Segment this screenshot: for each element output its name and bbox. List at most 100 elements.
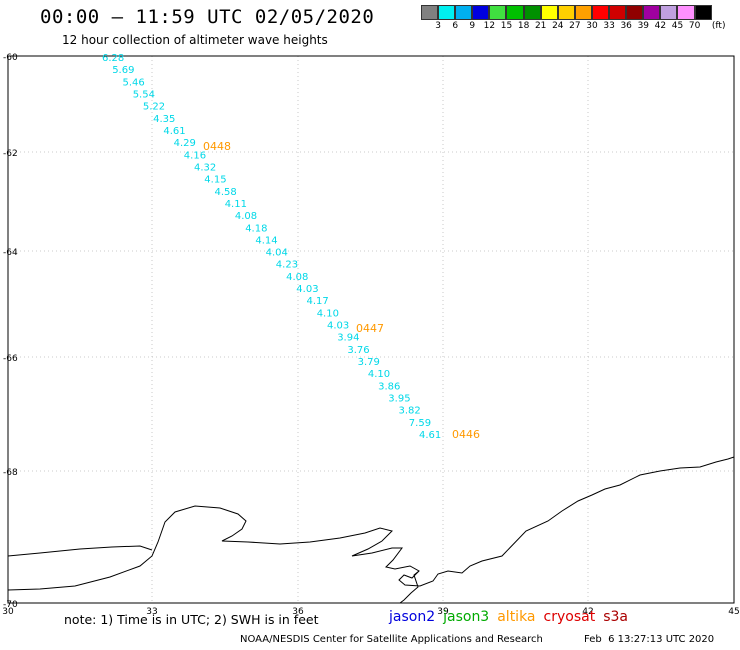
latitude-label: -70 xyxy=(3,600,18,610)
latitude-label: -64 xyxy=(3,248,18,258)
legend-swatch xyxy=(626,5,644,20)
swh-value: 4.03 xyxy=(327,321,349,332)
satellite-s3a: s3a xyxy=(603,609,628,625)
swh-value: 6.28 xyxy=(102,53,124,64)
legend-swatch xyxy=(455,5,473,20)
legend-unit: (ft) xyxy=(711,21,726,31)
legend-label: 12 xyxy=(483,21,496,31)
swh-value: 4.17 xyxy=(307,296,329,307)
swh-value: 3.94 xyxy=(337,333,359,344)
longitude-labels: 30 33 36 39 42 45 xyxy=(2,607,739,617)
legend-label: 30 xyxy=(586,21,598,31)
latitude-label: -60 xyxy=(3,53,18,63)
map-frame xyxy=(7,55,735,604)
legend-swatch xyxy=(540,5,558,20)
swh-value: 4.14 xyxy=(255,235,277,246)
legend-swatch xyxy=(660,5,678,20)
legend-label: 33 xyxy=(603,21,615,31)
longitude-label: 33 xyxy=(146,607,157,617)
legend-swatch xyxy=(557,5,575,20)
legend-label: 24 xyxy=(552,21,564,31)
coastline-edge xyxy=(7,545,153,557)
swh-value: 4.61 xyxy=(419,430,441,441)
longitude-label: 39 xyxy=(437,607,449,617)
coastline xyxy=(7,456,735,591)
pass-label: 0446 xyxy=(452,428,480,441)
chart-subtitle: 12 hour collection of altimeter wave hei… xyxy=(62,33,328,47)
legend-label: 3 xyxy=(435,21,441,31)
legend-label: 36 xyxy=(620,21,632,31)
legend-label: 42 xyxy=(654,21,667,31)
legend-label: 39 xyxy=(637,21,650,31)
swh-value: 5.54 xyxy=(133,90,155,101)
color-legend-labels: 3 6 9 12 15 18 21 24 27 30 33 36 39 42 45 70 (ft) xyxy=(421,21,740,33)
swh-value: 4.32 xyxy=(194,163,216,174)
latitude-label: -68 xyxy=(3,468,18,478)
swh-value: 4.15 xyxy=(204,175,226,186)
legend-label: 70 xyxy=(688,21,701,31)
swh-value: 4.16 xyxy=(184,150,206,161)
swh-value: 3.86 xyxy=(378,381,400,392)
swh-value: 4.04 xyxy=(266,248,288,259)
legend-swatch xyxy=(694,5,712,20)
swh-value: 4.58 xyxy=(215,187,237,198)
legend-swatch xyxy=(489,5,507,20)
swh-value: 4.11 xyxy=(225,199,247,210)
swh-value: 5.69 xyxy=(112,65,134,76)
latitude-label: -66 xyxy=(3,354,18,364)
legend-swatch xyxy=(677,5,695,20)
swh-value: 4.10 xyxy=(368,369,390,380)
legend-label: 9 xyxy=(469,21,476,31)
swh-value: 4.08 xyxy=(286,272,308,283)
legend-swatch xyxy=(438,5,456,20)
legend-label: 6 xyxy=(452,21,459,31)
satellite-altika: altika xyxy=(497,609,536,625)
coastline-inlet xyxy=(399,570,420,604)
swh-value: 4.03 xyxy=(296,284,318,295)
swh-value: 3.95 xyxy=(388,394,410,405)
note-text: note: 1) Time is in UTC; 2) SWH is in fe… xyxy=(64,612,319,627)
legend-swatch xyxy=(506,5,524,20)
swh-value: 4.35 xyxy=(153,114,175,125)
swh-value: 3.79 xyxy=(358,357,380,368)
pass-label: 0447 xyxy=(356,322,384,335)
swh-value: 7.59 xyxy=(409,418,431,429)
swh-value: 5.46 xyxy=(123,77,145,88)
longitude-label: 45 xyxy=(728,607,739,617)
legend-swatch xyxy=(523,5,541,20)
satellite-legend: jason2 jason3 altika cryosat s3a xyxy=(389,609,636,625)
latitude-label: -62 xyxy=(3,149,18,159)
chart-title: 00:00 – 11:59 UTC 02/05/2020 xyxy=(40,6,375,28)
legend-swatch xyxy=(591,5,610,20)
color-legend xyxy=(421,5,712,20)
swh-value: 4.08 xyxy=(235,211,257,222)
longitude-label: 30 xyxy=(2,607,14,617)
swh-value: 4.23 xyxy=(276,260,298,271)
footer-timestamp: Feb 6 13:27:13 UTC 2020 xyxy=(584,634,715,645)
swh-value: 3.82 xyxy=(399,406,421,417)
legend-swatch xyxy=(574,5,592,20)
swh-value: 4.10 xyxy=(317,308,339,319)
legend-swatch xyxy=(643,5,661,20)
pass-label: 0448 xyxy=(203,140,231,153)
latitude-labels: -60 -62 -64 -66 -68 -70 xyxy=(3,53,18,610)
legend-swatch xyxy=(609,5,627,20)
pass-labels: 0448 0447 0446 xyxy=(203,140,480,441)
satellite-jason2: jason2 xyxy=(389,609,436,625)
swh-track: 6.285.695.465.545.224.354.614.294.164.32… xyxy=(102,53,441,441)
footer-credit: NOAA/NESDIS Center for Satellite Applica… xyxy=(240,634,543,645)
longitude-label: 42 xyxy=(582,607,593,617)
swh-value: 5.22 xyxy=(143,102,165,113)
swh-value: 3.76 xyxy=(347,345,369,356)
legend-label: 27 xyxy=(569,21,581,31)
legend-swatch xyxy=(472,5,490,20)
legend-label: 15 xyxy=(500,21,513,31)
swh-value: 4.18 xyxy=(245,223,267,234)
longitude-label: 36 xyxy=(292,607,304,617)
satellite-cryosat: cryosat xyxy=(543,609,596,625)
legend-label: 45 xyxy=(671,21,684,31)
legend-swatch xyxy=(421,5,439,20)
legend-label: 18 xyxy=(517,21,530,31)
satellite-jason3: jason3 xyxy=(443,609,490,625)
